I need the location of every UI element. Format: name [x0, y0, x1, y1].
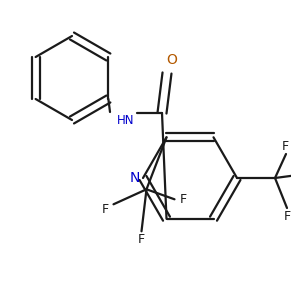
Text: F: F: [283, 209, 290, 223]
Text: F: F: [102, 203, 109, 216]
Text: F: F: [281, 139, 289, 153]
Text: N: N: [130, 171, 140, 185]
Text: O: O: [166, 53, 178, 67]
Text: F: F: [138, 233, 145, 246]
Text: HN: HN: [117, 113, 134, 126]
Text: F: F: [180, 193, 187, 206]
